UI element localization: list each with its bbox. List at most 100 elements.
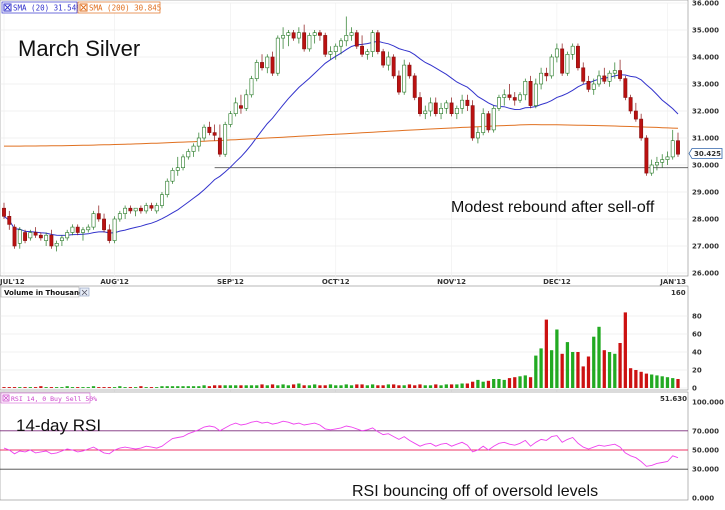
volume-bar xyxy=(444,384,448,388)
candle xyxy=(323,32,328,57)
volume-bar xyxy=(86,387,90,388)
volume-bar xyxy=(618,343,622,388)
candle xyxy=(402,59,407,95)
candle xyxy=(128,205,133,214)
volume-bar xyxy=(613,353,617,388)
candle xyxy=(418,92,422,117)
volume-bar xyxy=(639,371,643,388)
volume-bar xyxy=(28,387,32,388)
candle xyxy=(333,43,338,60)
volume-bar xyxy=(392,384,396,388)
volume-bars xyxy=(2,312,680,388)
volume-bar xyxy=(528,377,533,388)
candle xyxy=(375,30,380,55)
rsi-current-value: 51.630 xyxy=(660,395,687,403)
candle xyxy=(81,227,85,241)
candle xyxy=(528,75,533,109)
volume-bar xyxy=(76,387,80,388)
volume-bar xyxy=(97,387,101,388)
rsi-tick-label: 0.000 xyxy=(692,495,714,503)
volume-bar xyxy=(276,385,280,388)
volume-bar xyxy=(186,386,190,388)
candle xyxy=(465,94,470,111)
candle xyxy=(244,89,249,111)
volume-bar xyxy=(481,381,485,388)
volume-bar xyxy=(518,376,522,388)
candlesticks xyxy=(2,16,680,252)
volume-bar xyxy=(650,374,654,388)
date-tick-label: JUL'12 xyxy=(0,278,25,286)
volume-bar xyxy=(428,385,433,388)
volume-bar xyxy=(81,387,85,388)
volume-bar xyxy=(134,387,138,388)
candle xyxy=(502,89,507,106)
volume-bar xyxy=(565,342,570,388)
volume-bar xyxy=(328,384,333,388)
volume-bar xyxy=(597,326,601,388)
volume-bar xyxy=(434,384,438,388)
volume-bar xyxy=(644,373,649,388)
candle xyxy=(486,111,491,133)
rsi-line xyxy=(3,420,679,467)
candle xyxy=(391,54,396,79)
rsi-panel: RSI 14, 0 Buy Sell 50% 51.630 0.000 30.00… xyxy=(0,391,724,503)
candle xyxy=(554,43,559,63)
candle xyxy=(202,124,207,141)
candle xyxy=(576,43,580,71)
price-tick-label: 33.000 xyxy=(692,81,719,89)
volume-panel: Volume in Thousands 160 0 20 40 60 80 xyxy=(0,285,702,393)
candle xyxy=(228,111,233,128)
candle xyxy=(23,229,27,244)
candle xyxy=(560,43,565,76)
candle xyxy=(365,48,370,60)
volume-bar xyxy=(386,384,391,388)
candle xyxy=(628,94,633,114)
candle xyxy=(86,224,91,233)
rsi-tick-label: 50.000 xyxy=(692,447,719,455)
volume-bar xyxy=(191,386,196,388)
volume-bar xyxy=(544,319,548,388)
volume-bar xyxy=(360,384,364,388)
volume-bar xyxy=(471,381,475,388)
rsi-legend-label: RSI 14, 0 Buy Sell 50% xyxy=(11,395,97,403)
volume-bar xyxy=(18,387,22,388)
candle xyxy=(360,35,364,57)
candle xyxy=(312,30,317,44)
volume-bar xyxy=(212,385,217,388)
candle xyxy=(212,124,217,141)
candle xyxy=(523,78,528,101)
volume-bar xyxy=(418,384,422,388)
volume-bar xyxy=(344,384,348,388)
candle xyxy=(565,51,570,76)
candle xyxy=(386,51,391,71)
volume-bar xyxy=(381,385,385,388)
candle xyxy=(59,235,64,246)
volume-bar xyxy=(602,350,606,388)
candle xyxy=(138,205,143,214)
volume-bar xyxy=(286,385,290,388)
price-tick-label: 31.000 xyxy=(692,135,719,143)
candle xyxy=(270,51,275,76)
candle xyxy=(291,30,296,41)
volume-bar xyxy=(2,387,6,388)
volume-bar xyxy=(492,379,496,388)
rsi-tick-label: 30.000 xyxy=(692,466,719,474)
volume-bar xyxy=(413,385,417,388)
volume-bar xyxy=(671,378,675,388)
rsi-tick-label: 70.000 xyxy=(692,427,719,435)
candle xyxy=(223,121,228,157)
candle xyxy=(497,94,501,111)
candle xyxy=(265,54,270,74)
volume-bar xyxy=(44,387,48,388)
candle xyxy=(439,102,443,120)
volume-bar xyxy=(402,385,406,388)
volume-bar xyxy=(176,386,180,388)
volume-bar xyxy=(102,387,106,388)
volume-bar xyxy=(655,375,659,388)
candle xyxy=(28,229,33,241)
candle xyxy=(239,94,243,114)
volume-bar xyxy=(123,387,127,388)
price-tick-label: 26.000 xyxy=(692,270,719,278)
volume-bar xyxy=(660,376,664,388)
date-axis-labels: JUL'12 AUG'12 SEP'12 OCT'12 NOV'12 DEC'12 JAN'… xyxy=(0,278,686,286)
